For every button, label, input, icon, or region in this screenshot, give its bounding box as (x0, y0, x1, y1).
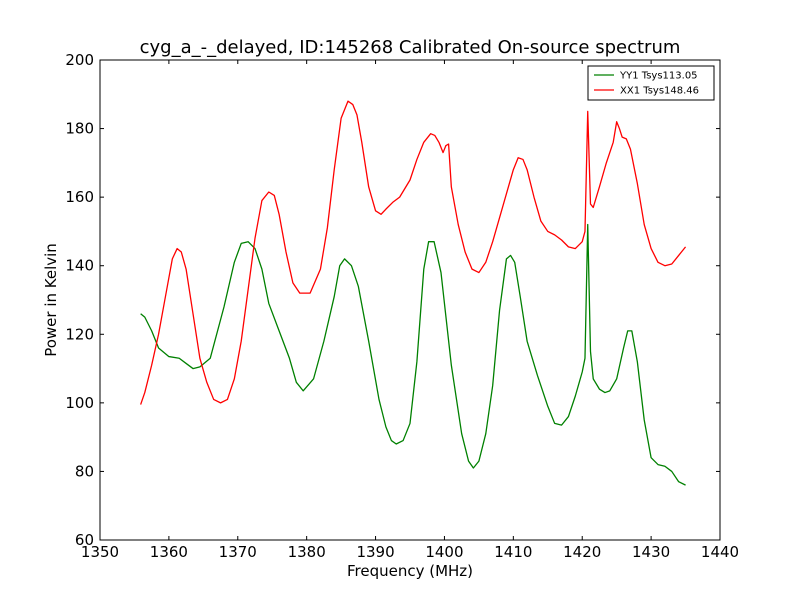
y-tick-label: 200 (65, 51, 94, 69)
x-axis-ticks: 1350 1360 1370 1380 1390 1400 1410 1420 1430 1440 (81, 60, 739, 561)
plot-frame (99, 59, 721, 541)
y-axis-ticks: 60 80 100 120 140 160 180 200 (65, 51, 720, 549)
y-tick-label: 140 (65, 257, 94, 275)
y-tick-label: 160 (65, 188, 94, 206)
plot-area (100, 60, 720, 540)
x-tick-label: 1380 (288, 543, 326, 561)
x-tick-label: 1370 (219, 543, 257, 561)
x-tick-label: 1410 (494, 543, 532, 561)
legend-box (587, 65, 715, 101)
x-tick-label: 1430 (632, 543, 670, 561)
x-axis-label: Frequency (MHz) (347, 562, 473, 580)
series-line-yy1 (140, 223, 686, 486)
y-tick-label: 80 (75, 462, 94, 480)
x-tick-label: 1420 (563, 543, 601, 561)
x-tick-label: 1400 (425, 543, 463, 561)
x-tick-label: 1440 (701, 543, 739, 561)
series-layer (140, 100, 687, 486)
series-line-xx1 (140, 100, 687, 405)
legend-entry-label: YY1 Tsys113.05 (619, 71, 698, 82)
x-tick-label: 1390 (356, 543, 394, 561)
x-tick-label: 1360 (150, 543, 188, 561)
legend-entry-label: XX1 Tsys148.46 (620, 86, 699, 97)
x-tick-label: 1350 (81, 543, 119, 561)
legend: YY1 Tsys113.05 XX1 Tsys148.46 (587, 65, 715, 101)
y-tick-label: 100 (65, 394, 94, 412)
y-tick-label: 120 (65, 325, 94, 343)
y-tick-label: 180 (65, 120, 94, 138)
y-tick-label: 60 (75, 531, 94, 549)
chart-title: cyg_a_-_delayed, ID:145268 Calibrated On… (140, 37, 681, 58)
y-axis-label: Power in Kelvin (42, 243, 60, 357)
